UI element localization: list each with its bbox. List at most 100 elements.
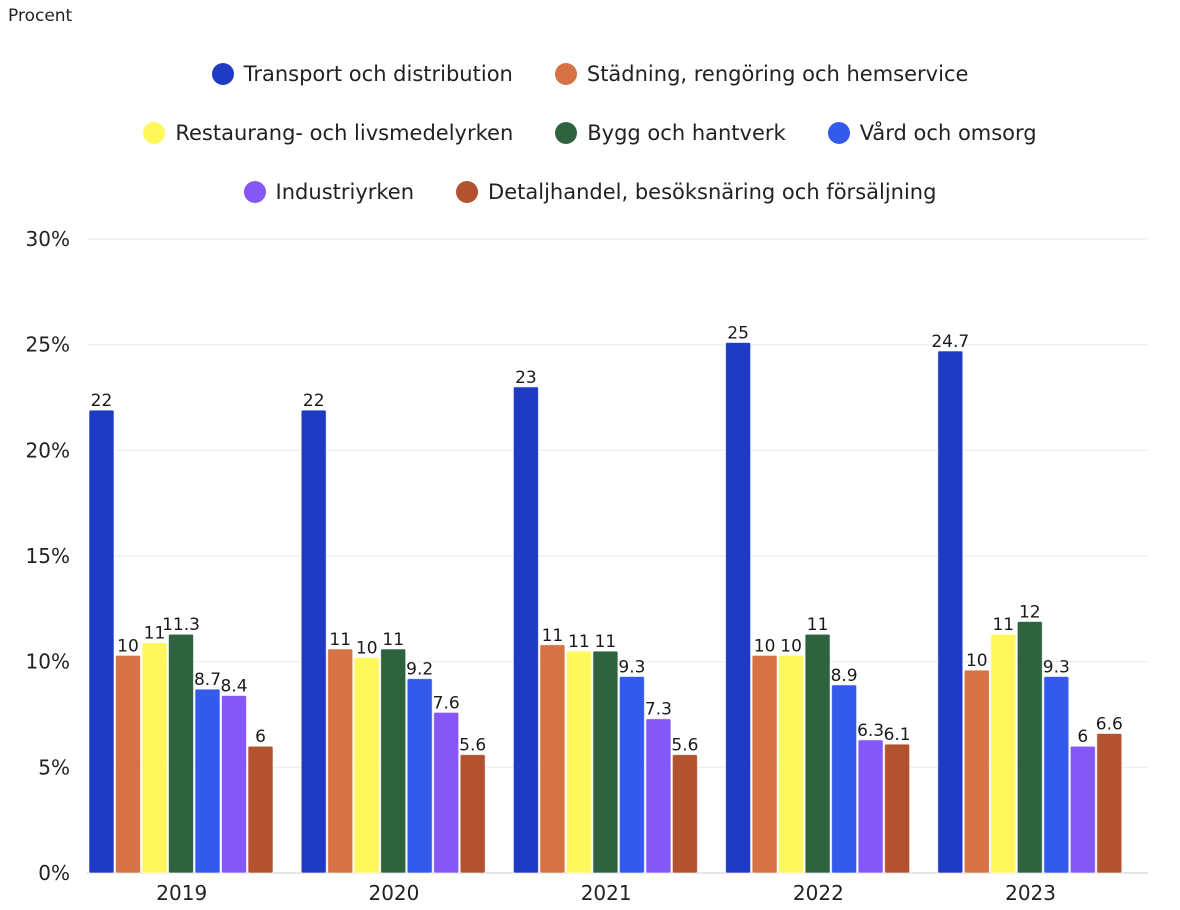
- y-tick-label: 30%: [26, 227, 70, 251]
- bar-2023-series-5[interactable]: [1069, 745, 1096, 874]
- bar-2021-series-4[interactable]: [618, 675, 645, 874]
- bar-2019-series-3[interactable]: [168, 633, 194, 874]
- bar-2020-series-1[interactable]: [327, 648, 354, 874]
- data-label: 7.6: [433, 693, 460, 713]
- bar-2023-series-0[interactable]: [937, 350, 964, 874]
- legend-row-2: Restaurang- och livsmedelyrken Bygg och …: [0, 121, 1180, 145]
- bar-2020-series-6[interactable]: [459, 754, 486, 874]
- data-label: 6: [255, 727, 266, 747]
- y-tick-label: 5%: [38, 755, 70, 779]
- bar-2023-series-2[interactable]: [990, 633, 1017, 874]
- data-label: 10: [966, 651, 988, 671]
- bar-2020-series-4[interactable]: [406, 678, 433, 874]
- bar-2019-series-0[interactable]: [88, 409, 115, 874]
- legend-item-vard[interactable]: Vård och omsorg: [827, 121, 1037, 145]
- y-tick-label: 25%: [26, 333, 70, 357]
- data-label: 24.7: [931, 332, 969, 352]
- bar-2021-series-0[interactable]: [512, 386, 539, 874]
- legend-item-industri[interactable]: Industriyrken: [243, 180, 414, 204]
- data-label: 5.6: [671, 736, 698, 756]
- data-label: 11: [992, 615, 1014, 635]
- bar-2023-series-3[interactable]: [1016, 621, 1043, 874]
- data-label: 22: [91, 391, 113, 411]
- legend-dot-icon: [554, 63, 577, 85]
- data-label: 8.4: [220, 676, 247, 696]
- y-tick-label: 0%: [38, 861, 70, 885]
- legend-dot-icon: [211, 63, 234, 85]
- data-label: 10: [780, 636, 802, 656]
- data-label: 8.9: [831, 666, 858, 686]
- bar-2019-series-4[interactable]: [194, 688, 221, 874]
- bar-2021-series-6[interactable]: [671, 754, 698, 874]
- bar-2021-series-5[interactable]: [645, 718, 672, 874]
- bar-2022-series-1[interactable]: [751, 654, 778, 874]
- data-label: 25: [727, 324, 749, 344]
- legend-item-detaljhandel[interactable]: Detaljhandel, besöksnäring och försäljni…: [456, 180, 936, 204]
- bar-2020-series-5[interactable]: [433, 711, 460, 874]
- x-tick-label: 2019: [156, 881, 207, 905]
- legend-dot-icon: [555, 122, 578, 144]
- legend-row-3: Industriyrken Detaljhandel, besöksnäring…: [0, 180, 1180, 204]
- bars: [88, 342, 1123, 874]
- data-label: 6.6: [1096, 715, 1123, 735]
- data-label: 11: [382, 630, 404, 650]
- data-label: 7.3: [645, 700, 672, 720]
- data-label: 8.7: [194, 670, 221, 690]
- bar-2023-series-4[interactable]: [1043, 675, 1070, 874]
- data-label: 12: [1019, 603, 1041, 623]
- legend-item-transport[interactable]: Transport och distribution: [211, 62, 513, 86]
- bar-2022-series-2[interactable]: [778, 654, 805, 874]
- data-label: 11: [595, 632, 617, 652]
- data-label: 11: [568, 632, 590, 652]
- bar-2020-series-3[interactable]: [380, 648, 407, 874]
- y-tick-label: 15%: [26, 544, 70, 568]
- bar-2023-series-6[interactable]: [1096, 733, 1123, 874]
- bar-2019-series-1[interactable]: [115, 654, 141, 874]
- data-label: 11.3: [162, 615, 200, 635]
- bar-2019-series-5[interactable]: [221, 694, 247, 874]
- data-label: 9.3: [618, 657, 645, 677]
- data-label: 6.3: [857, 721, 884, 741]
- data-label: 22: [303, 391, 325, 411]
- bar-2020-series-2[interactable]: [353, 656, 380, 874]
- y-axis-unit-label: Procent: [8, 6, 73, 26]
- legend-item-restaurang[interactable]: Restaurang- och livsmedelyrken: [143, 121, 513, 145]
- x-tick-label: 2021: [581, 881, 632, 905]
- data-label: 9.3: [1043, 657, 1070, 677]
- data-label: 11: [329, 630, 351, 650]
- data-label: 11: [807, 615, 829, 635]
- data-label: 9.2: [406, 660, 433, 680]
- legend-label: Transport och distribution: [243, 62, 513, 86]
- legend-dot-icon: [456, 181, 479, 203]
- data-label: 11: [542, 626, 564, 646]
- legend-row-1: Transport och distribution Städning, ren…: [0, 62, 1180, 86]
- legend-label: Restaurang- och livsmedelyrken: [175, 121, 514, 145]
- bar-2019-series-6[interactable]: [247, 745, 274, 874]
- bar-2022-series-6[interactable]: [884, 743, 911, 874]
- x-tick-label: 2020: [368, 881, 419, 905]
- data-label: 6: [1077, 727, 1088, 747]
- legend-label: Städning, rengöring och hemservice: [586, 62, 969, 86]
- legend-item-stadning[interactable]: Städning, rengöring och hemservice: [554, 62, 969, 86]
- bar-2022-series-0[interactable]: [725, 342, 752, 874]
- bar-2022-series-3[interactable]: [804, 633, 831, 874]
- bar-2022-series-5[interactable]: [857, 739, 884, 874]
- legend-item-bygg[interactable]: Bygg och hantverk: [555, 121, 786, 145]
- bar-2021-series-1[interactable]: [539, 644, 566, 874]
- y-tick-label: 20%: [26, 438, 70, 462]
- legend-label: Detaljhandel, besöksnäring och försäljni…: [488, 180, 937, 204]
- legend-label: Bygg och hantverk: [587, 121, 786, 145]
- bar-2023-series-1[interactable]: [963, 669, 990, 874]
- bar-2021-series-2[interactable]: [565, 650, 592, 874]
- bar-2020-series-0[interactable]: [300, 409, 327, 874]
- data-label: 10: [754, 636, 776, 656]
- bar-2022-series-4[interactable]: [831, 684, 858, 874]
- data-label: 10: [117, 636, 139, 656]
- data-label: 23: [515, 368, 537, 388]
- bar-2019-series-2[interactable]: [141, 642, 168, 874]
- legend-dot-icon: [143, 122, 166, 144]
- data-label: 11: [144, 624, 166, 644]
- bar-2021-series-3[interactable]: [592, 650, 619, 874]
